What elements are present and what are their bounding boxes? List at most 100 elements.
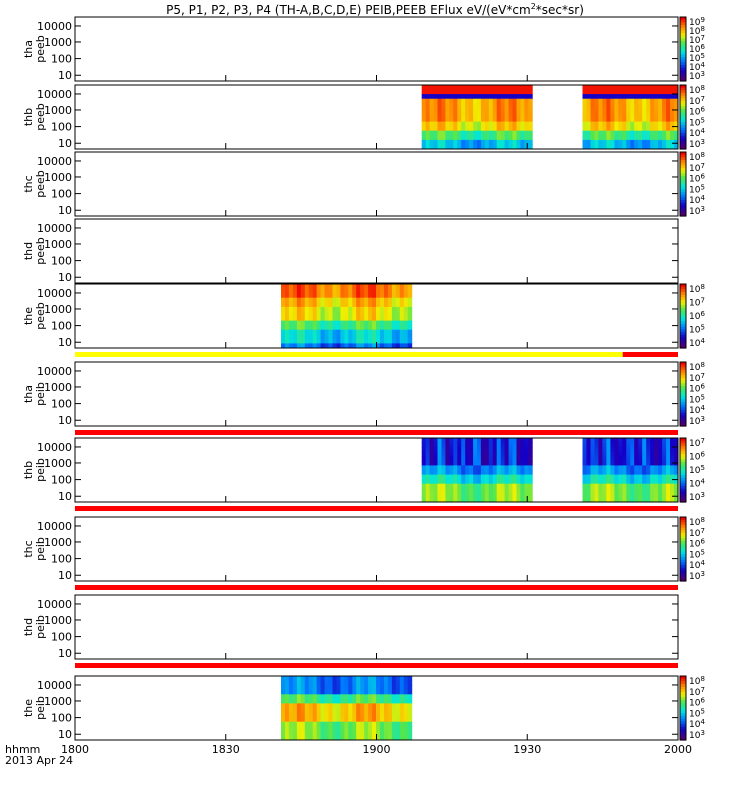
colorbar-tick-exponent: 4 <box>700 718 705 726</box>
spectrogram-cell <box>477 465 482 471</box>
spectrogram-cell <box>508 121 513 127</box>
spectrogram-cell <box>320 726 326 732</box>
spectrogram-cell <box>658 126 663 132</box>
y-tick-label: 10000 <box>37 679 72 692</box>
spectrogram-cell <box>453 470 458 476</box>
spectrogram-cell <box>316 311 322 317</box>
spectrogram-cell <box>445 451 450 457</box>
y-tick-label: 100 <box>51 121 72 134</box>
spectrogram-cell <box>300 685 306 691</box>
spectrogram-cell <box>654 465 659 471</box>
spectrogram-cell <box>469 139 474 145</box>
panel-probe-label: thd <box>22 618 35 636</box>
spectrogram-cell <box>433 85 438 91</box>
spectrogram-cell <box>666 121 671 127</box>
spectrogram-cell <box>594 492 599 498</box>
spectrogram-cell <box>352 334 357 340</box>
spectrogram-cell <box>391 316 397 322</box>
spectrogram-cell <box>606 135 611 141</box>
spectrogram-cell <box>634 438 639 444</box>
spectrogram-cell <box>441 126 446 132</box>
spectrogram-cell <box>666 470 671 476</box>
spectrogram-cell <box>380 338 385 344</box>
spectrogram-cell <box>429 117 434 123</box>
spectrogram-cell <box>403 708 409 714</box>
spectrogram-cell <box>461 144 466 150</box>
spectrogram-cell <box>650 112 655 118</box>
spectrogram-cell <box>395 689 401 695</box>
spectrogram-cell <box>586 438 591 444</box>
spectrogram-cell <box>399 721 405 727</box>
spectrogram-cell <box>630 130 635 136</box>
colorbar-cell <box>680 78 686 82</box>
spectrogram-cell <box>441 497 446 503</box>
spectrogram-cell <box>473 474 478 480</box>
spectrogram-cell <box>395 694 401 700</box>
spectrogram-cell <box>480 112 486 118</box>
colorbar-cell <box>680 472 686 476</box>
spectrogram-cell <box>387 708 393 714</box>
spectrogram-cell <box>324 293 330 299</box>
spectrogram-cell <box>528 483 533 489</box>
colorbar-tick-label: 107 <box>689 297 705 309</box>
spectrogram-cell <box>618 126 623 132</box>
spectrogram-cell <box>340 338 345 344</box>
spectrogram-cell <box>598 130 603 136</box>
spectrogram-cell <box>449 130 454 136</box>
spectrogram-cell <box>304 698 310 704</box>
chart-title: P5, P1, P2, P3, P4 (TH-A,B,C,D,E) PEIB,P… <box>166 2 584 17</box>
spectrogram-cell <box>364 717 369 723</box>
spectrogram-cell <box>441 492 446 498</box>
spectrogram-cell <box>292 735 298 741</box>
spectrogram-cell <box>630 135 635 141</box>
spectrogram-cell <box>288 712 294 718</box>
spectrogram-cell <box>492 483 498 489</box>
spectrogram-cell <box>372 708 377 714</box>
spectrogram-cell <box>376 685 381 691</box>
spectrogram-cell <box>320 302 326 308</box>
spectrogram-cell <box>300 698 306 704</box>
y-tick-label: 10 <box>58 728 72 741</box>
spectrogram-cell <box>650 483 655 489</box>
spectrogram-cell <box>666 103 671 109</box>
spectrogram-cell <box>449 139 454 145</box>
colorbar-cell <box>680 454 686 458</box>
spectrogram-cell <box>399 302 405 308</box>
spectrogram-cell <box>449 474 454 480</box>
spectrogram-cell <box>594 442 599 448</box>
spectrogram-cell <box>403 288 409 294</box>
spectrogram-cell <box>449 488 454 494</box>
spectrogram-cell <box>646 460 651 466</box>
spectrogram-cell <box>610 139 615 145</box>
spectrogram-cell <box>654 479 659 485</box>
spectrogram-cell <box>512 144 517 150</box>
spectrogram-cell <box>646 94 651 100</box>
spectrogram-cell <box>516 98 521 104</box>
spectrogram-cell <box>453 94 458 100</box>
spectrogram-cell <box>340 288 345 294</box>
spectrogram-cell <box>348 288 353 294</box>
spectrogram-cell <box>610 465 615 471</box>
spectrogram-cell <box>336 334 341 340</box>
spectrogram-cell <box>638 497 643 503</box>
colorbar-cell <box>680 67 686 71</box>
spectrogram-cell <box>512 121 517 127</box>
spectrogram-cell <box>281 316 286 322</box>
spectrogram-cell <box>437 117 442 123</box>
spectrogram-cell <box>320 685 326 691</box>
spectrogram-cell <box>606 497 611 503</box>
spectrogram-cell <box>582 98 587 104</box>
spectrogram-cell <box>465 438 470 444</box>
spectrogram-cell <box>324 712 330 718</box>
spectrogram-cell <box>484 442 490 448</box>
spectrogram-cell <box>516 135 521 141</box>
spectrogram-cell <box>666 130 671 136</box>
spectrogram-cell <box>380 735 385 741</box>
spectrogram-cell <box>285 316 290 322</box>
spectrogram-cell <box>368 316 373 322</box>
spectrogram-cell <box>598 488 603 494</box>
spectrogram-cell <box>622 456 627 462</box>
spectrogram-cell <box>285 297 290 303</box>
spectrogram-cell <box>433 456 438 462</box>
